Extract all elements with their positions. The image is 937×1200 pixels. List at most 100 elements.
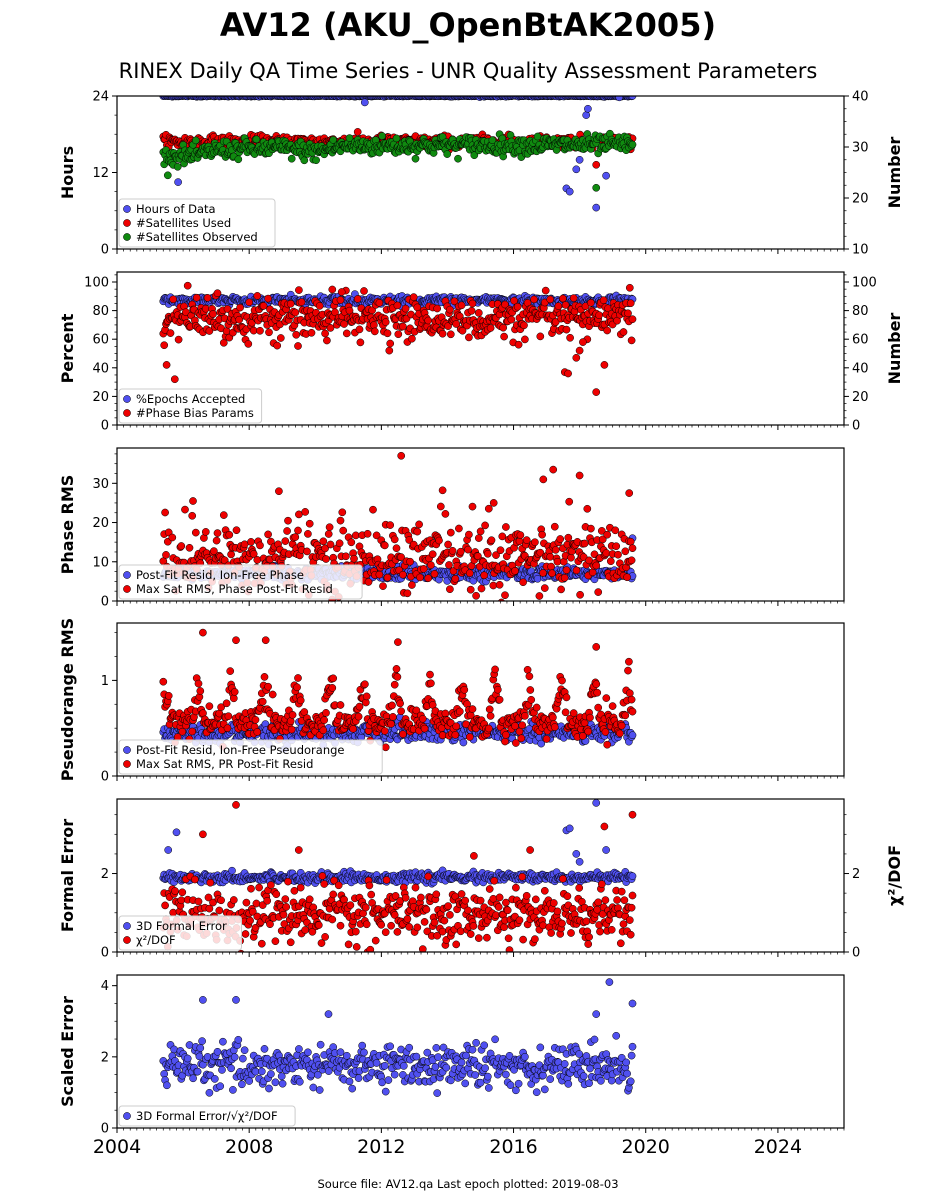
data-point: [476, 527, 485, 536]
data-point: [587, 524, 595, 533]
data-point: [205, 702, 214, 711]
data-point: [627, 556, 636, 565]
data-point: [251, 715, 260, 724]
data-point: [201, 528, 210, 536]
data-point: [217, 703, 225, 712]
data-point: [247, 538, 255, 546]
data-point: [464, 545, 472, 554]
data-point: [444, 540, 452, 549]
data-point: [294, 674, 302, 682]
data-point: [565, 187, 574, 196]
data-point: [256, 326, 264, 335]
data-point: [624, 309, 632, 318]
data-point: [370, 327, 379, 336]
data-point: [392, 665, 401, 673]
data-point: [287, 725, 296, 734]
data-point: [162, 361, 171, 369]
data-point: [259, 302, 268, 310]
data-point: [349, 725, 357, 733]
data-point: [600, 361, 609, 369]
data-point: [336, 296, 345, 304]
data-point: [619, 328, 628, 336]
data-point: [628, 315, 637, 324]
data-point: [396, 699, 404, 708]
data-point: [557, 585, 565, 594]
y-tick-label: 0: [101, 419, 109, 434]
data-point: [328, 285, 337, 294]
data-point: [583, 504, 592, 513]
data-point: [394, 330, 403, 339]
data-point: [612, 542, 621, 551]
data-point: [606, 557, 615, 566]
data-point: [472, 591, 480, 600]
data-point: [253, 728, 262, 736]
data-point: [283, 527, 291, 535]
data-point: [219, 511, 228, 519]
data-point: [315, 302, 324, 310]
data-point: [592, 160, 601, 169]
data-point: [232, 526, 241, 535]
data-point: [409, 293, 418, 301]
data-point: [276, 334, 285, 342]
legend-label: #Satellites Observed: [136, 230, 258, 244]
data-point: [412, 706, 421, 715]
data-point: [363, 529, 372, 538]
data-point: [291, 308, 300, 317]
legend-marker: [123, 585, 131, 593]
data-point: [397, 451, 406, 460]
data-point: [587, 298, 595, 307]
data-point: [626, 537, 635, 546]
data-point: [388, 701, 396, 710]
data-point: [378, 132, 386, 140]
data-point: [468, 502, 477, 511]
data-point: [355, 325, 364, 334]
data-point: [466, 585, 475, 594]
data-point: [375, 299, 384, 307]
y-tick-label: 12: [92, 166, 109, 181]
legend: Hours of Data#Satellites Used#Satellites…: [118, 198, 276, 248]
data-point: [603, 530, 612, 539]
y2-tick-label: 20: [852, 192, 869, 207]
legend: %Epochs Accepted#Phase Bias Params: [118, 388, 263, 424]
data-point: [338, 508, 347, 517]
data-point: [294, 342, 302, 350]
data-point: [480, 571, 489, 580]
data-point: [424, 574, 433, 583]
y-tick-label: 30: [92, 477, 109, 492]
data-point: [174, 335, 183, 344]
data-point: [393, 301, 402, 310]
data-point: [495, 580, 504, 589]
data-point: [559, 294, 567, 303]
data-point: [163, 171, 172, 180]
data-point: [224, 712, 233, 721]
data-point: [598, 535, 607, 544]
data-point: [519, 578, 527, 587]
data-point: [510, 296, 518, 305]
data-point: [230, 688, 239, 696]
data-point: [560, 573, 569, 582]
data-point: [301, 508, 310, 516]
data-point: [293, 683, 301, 692]
data-point: [264, 294, 272, 303]
data-point: [353, 295, 362, 303]
data-point: [355, 702, 364, 711]
legend-box: [118, 564, 363, 600]
data-point: [240, 540, 249, 549]
data-point: [627, 336, 636, 345]
data-point: [161, 508, 169, 517]
data-point: [436, 502, 445, 511]
data-point: [575, 346, 584, 355]
data-point: [235, 315, 244, 324]
data-point: [194, 679, 203, 688]
data-point: [564, 533, 573, 542]
data-point: [489, 499, 498, 507]
y-tick-label: 40: [92, 361, 109, 376]
data-point: [364, 578, 373, 586]
data-point: [452, 320, 461, 328]
data-point: [295, 286, 303, 294]
data-point: [328, 684, 337, 692]
data-point: [569, 294, 578, 302]
data-point: [245, 298, 254, 307]
